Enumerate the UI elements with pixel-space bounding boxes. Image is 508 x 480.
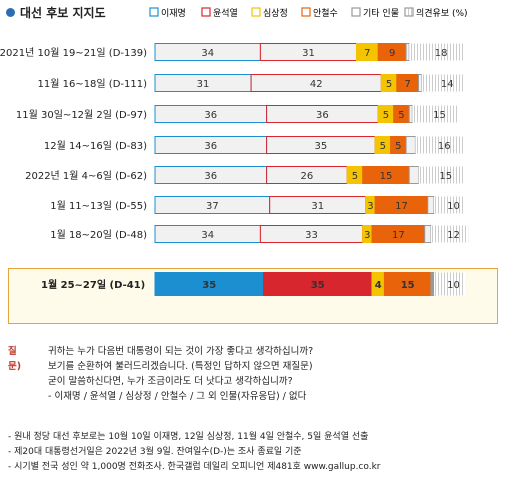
title-bullet-icon [6,8,15,17]
data-label: 5 [386,79,392,90]
data-label: 33 [305,230,318,241]
legend-label: 윤석열 [213,8,238,19]
data-label: 5 [352,171,358,182]
bar-segment-기타 인물 [405,43,410,61]
data-label: 34 [201,230,214,241]
data-label: 5 [383,110,389,121]
data-label: 15 [401,280,415,291]
category-label: 1월 18~20일 (D-48) [50,229,147,241]
bar-segment-기타 인물 [430,272,435,296]
bar-segment-기타 인물 [418,74,423,92]
legend: 이재명 윤석열 심상정 안철수 기타 인물 의견유보 (%) [149,7,468,19]
legend-label: 안철수 [313,8,338,19]
data-label: 31 [311,201,324,212]
legend-item: 윤석열 [201,7,238,19]
category-label: 1월 11~13일 (D-55) [50,200,147,212]
legend-item: 의견유보 (%) [404,7,468,19]
data-label: 15 [380,171,393,182]
data-label: 35 [311,280,325,291]
legend-label: 이재명 [161,8,186,19]
bar-segment-의견유보 [434,196,465,214]
page-title: 대선 후보 지지도 [6,4,106,21]
footnote-line: - 제20대 대통령선거일은 2022년 3월 9일. 잔여일수(D-)는 조사… [8,447,302,457]
legend-item: 안철수 [301,7,338,19]
legend-swatch [351,7,361,17]
bar-segment-기타 인물 [405,136,416,154]
legend-item: 기타 인물 [351,7,399,19]
data-label: 14 [441,79,454,90]
data-label: 5 [380,141,386,152]
title-text: 대선 후보 지지도 [20,6,106,20]
data-label: 36 [204,110,217,121]
legend-label: 의견유보 (%) [416,7,468,19]
footnote-line: - 시기별 전국 성인 약 1,000명 전화조사. 한국갤럽 데일리 오피니언… [8,462,381,472]
legend-swatch [301,7,311,17]
data-label: 17 [395,201,408,212]
footnote-line: - 원내 정당 대선 후보로는 10월 10일 이재명, 12일 심상정, 11… [8,432,369,442]
question-line: 굳이 말씀하신다면, 누가 조금이라도 더 낫다고 생각하십니까? [48,376,293,387]
category-label: 11월 16~18일 (D-111) [37,78,147,90]
data-label: 15 [439,171,452,182]
data-label: 42 [310,79,323,90]
data-label: 10 [447,201,460,212]
legend-item: 심상정 [251,7,288,19]
bar-segment-의견유보 [409,43,465,61]
data-label: 12 [447,230,460,241]
data-label: 7 [404,79,410,90]
data-label: 36 [204,171,217,182]
bar-segment-기타 인물 [427,196,435,214]
footnotes: - 원내 정당 대선 후보로는 10월 10일 이재명, 12일 심상정, 11… [8,430,503,475]
data-label: 37 [206,201,219,212]
data-label: 36 [316,110,329,121]
data-label: 17 [392,230,405,241]
bar-segment-의견유보 [434,272,465,296]
category-label: 2021년 10월 19~21일 (D-139) [0,47,147,59]
bar-segment-의견유보 [418,166,465,184]
bar-segment-의견유보 [415,136,465,154]
question-line: 귀하는 누가 다음번 대통령이 되는 것이 가장 좋다고 생각하십니까? [48,346,314,357]
legend-item: 이재명 [149,7,186,19]
data-label: 34 [201,48,214,59]
legend-swatch [201,7,211,17]
data-label: 26 [301,171,314,182]
category-label: 1월 25~27일 (D-41) [41,278,145,291]
bar-segment-의견유보 [430,225,469,243]
data-label: 36 [204,141,217,152]
data-label: 5 [398,110,404,121]
data-label: 31 [302,48,315,59]
bar-segment-의견유보 [421,74,465,92]
data-label: 4 [375,280,382,291]
data-label: 31 [197,79,210,90]
data-label: 7 [364,48,370,59]
legend-swatch [251,7,261,17]
category-label: 12월 14~16일 (D-83) [44,140,147,152]
category-label: 11월 30일~12월 2일 (D-97) [16,109,147,121]
data-label: 10 [447,280,460,291]
bar-segment-기타 인물 [408,105,413,123]
legend-swatch [149,7,159,17]
legend-swatch [404,7,414,17]
stacked-bar-chart: 이재명 윤석열 심상정 안철수 기타 인물 의견유보 (%) 2021년 10월 19~2… [0,7,469,296]
legend-label: 기타 인물 [363,8,399,19]
bar-segment-기타 인물 [424,225,432,243]
data-label: 18 [435,48,448,59]
bar-segment-기타 인물 [408,166,420,184]
category-label: 2022년 1월 4~6일 (D-62) [25,170,147,182]
data-label: 5 [395,141,401,152]
data-label: 16 [438,141,451,152]
question-tag: 질문) [8,346,22,372]
bar-segment-의견유보 [412,105,459,123]
question-line: 보기를 순환하여 불러드리겠습니다. (특정인 답하지 않으면 재질문) [48,361,313,372]
legend-label: 심상정 [263,8,288,19]
question-line: - 이재명 / 윤석열 / 심상정 / 안철수 / 그 외 인물(자유응답) /… [48,391,307,402]
data-label: 3 [367,201,373,212]
data-label: 3 [364,230,370,241]
data-label: 35 [314,141,327,152]
data-label: 9 [389,48,395,59]
data-label: 35 [202,280,216,291]
data-label: 15 [433,110,446,121]
